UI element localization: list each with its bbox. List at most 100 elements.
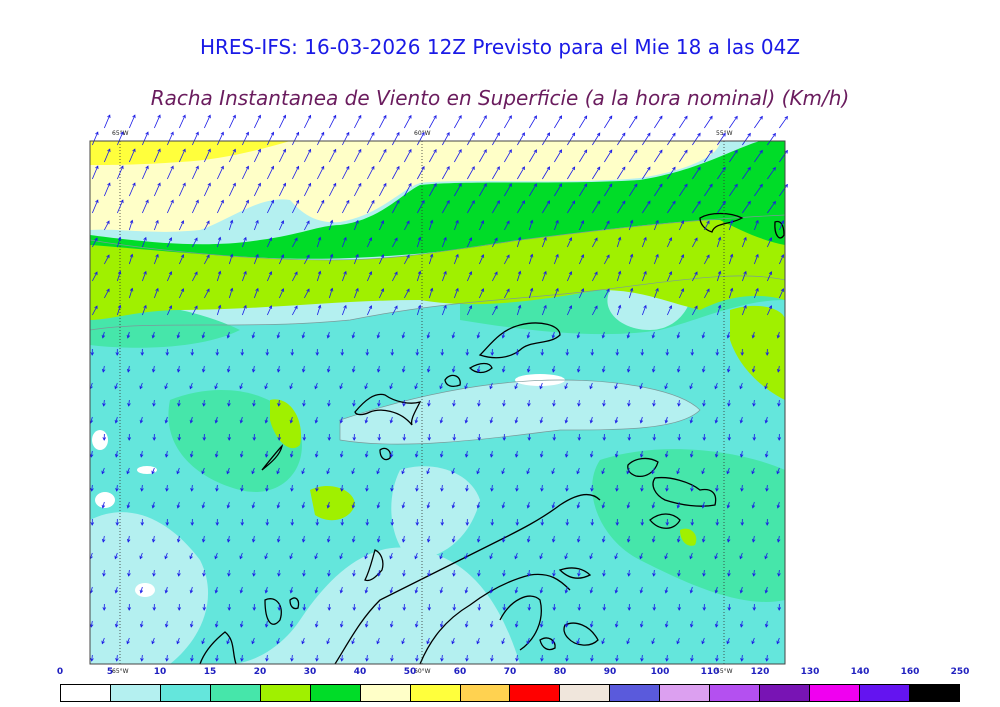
wind-arrow-head bbox=[639, 385, 643, 390]
field-yellow bbox=[90, 141, 290, 165]
wind-arrow-head bbox=[690, 352, 695, 356]
wind-arrow-head bbox=[326, 538, 331, 543]
wind-arrow-head bbox=[114, 419, 119, 424]
wind-arrow bbox=[628, 569, 630, 577]
wind-arrow-head bbox=[220, 131, 224, 136]
wind-arrow-head bbox=[151, 368, 156, 373]
wind-arrow-head bbox=[139, 419, 144, 424]
wind-arrow-head bbox=[426, 538, 431, 543]
wind-arrow bbox=[602, 365, 605, 372]
wind-arrow bbox=[326, 467, 330, 474]
wind-arrow-head bbox=[639, 555, 643, 560]
wind-arrow bbox=[665, 586, 668, 593]
wind-arrow-head bbox=[601, 640, 605, 645]
wind-arrow bbox=[701, 637, 705, 644]
field-calm-3 bbox=[135, 583, 155, 597]
wind-arrow bbox=[454, 149, 462, 163]
wind-arrow bbox=[328, 183, 337, 197]
wind-arrow-head bbox=[402, 573, 406, 577]
wind-arrow bbox=[589, 382, 593, 389]
wind-arrow-head bbox=[643, 236, 647, 241]
wind-arrow-head bbox=[126, 640, 130, 645]
wind-arrow-head bbox=[207, 182, 211, 187]
wind-arrow bbox=[465, 450, 468, 457]
wind-arrow bbox=[716, 484, 718, 492]
wind-arrow bbox=[303, 183, 311, 197]
wind-arrow-head bbox=[320, 199, 325, 204]
wind-arrow-head bbox=[402, 437, 407, 441]
wind-arrow-head bbox=[152, 437, 157, 441]
legend-swatch bbox=[210, 685, 261, 701]
wind-arrow-head bbox=[477, 437, 482, 441]
wind-arrow bbox=[701, 467, 705, 474]
wind-arrow bbox=[265, 586, 268, 593]
wind-arrow bbox=[166, 132, 174, 146]
wind-arrow bbox=[615, 586, 618, 593]
wind-arrow-head bbox=[577, 607, 582, 611]
wind-arrow-head bbox=[101, 334, 106, 339]
wind-arrow bbox=[528, 220, 533, 231]
wind-arrow-head bbox=[215, 522, 220, 526]
wind-arrow bbox=[115, 450, 118, 457]
wind-arrow bbox=[439, 382, 443, 389]
wind-arrow-head bbox=[265, 658, 269, 662]
wind-arrow-head bbox=[529, 219, 534, 224]
wind-arrow-head bbox=[201, 640, 205, 645]
wind-arrow bbox=[565, 586, 568, 593]
wind-arrow bbox=[453, 569, 455, 577]
wind-arrow bbox=[303, 288, 310, 299]
wind-arrow-head bbox=[629, 287, 634, 292]
wind-arrow bbox=[190, 450, 193, 457]
wind-arrow bbox=[665, 620, 668, 627]
wind-arrow-head bbox=[389, 385, 393, 390]
wind-arrow bbox=[717, 133, 726, 146]
wind-arrow bbox=[666, 654, 668, 662]
wind-arrow bbox=[577, 501, 580, 508]
wind-arrow-head bbox=[751, 640, 755, 645]
wind-arrow-head bbox=[480, 254, 485, 258]
wind-arrow-head bbox=[207, 114, 211, 119]
wind-arrow bbox=[115, 416, 118, 423]
wind-arrow bbox=[416, 484, 418, 492]
wind-arrow-head bbox=[326, 334, 331, 339]
wind-arrow bbox=[166, 200, 174, 214]
wind-arrow bbox=[579, 115, 588, 129]
wind-arrow-head bbox=[701, 470, 705, 475]
wind-arrow-head bbox=[440, 522, 445, 526]
wind-arrow-head bbox=[280, 220, 285, 224]
wind-arrow bbox=[727, 331, 730, 338]
wind-arrow bbox=[427, 331, 430, 338]
wind-arrow bbox=[165, 450, 168, 457]
wind-arrow-head bbox=[539, 419, 544, 424]
wind-arrow bbox=[527, 365, 530, 372]
wind-arrow bbox=[754, 184, 763, 197]
wind-arrow-head bbox=[740, 352, 745, 356]
wind-arrow bbox=[515, 586, 518, 593]
wind-arrow bbox=[216, 237, 221, 248]
wind-arrow bbox=[504, 149, 512, 163]
wind-arrow-head bbox=[215, 488, 219, 492]
wind-arrow bbox=[253, 399, 255, 407]
wind-arrow bbox=[115, 586, 118, 593]
wind-arrow-head bbox=[580, 220, 585, 224]
wind-arrow-head bbox=[627, 607, 632, 611]
wind-arrow-head bbox=[755, 287, 759, 292]
wind-arrow bbox=[314, 382, 318, 389]
wind-arrow-head bbox=[514, 419, 519, 424]
wind-arrow-head bbox=[439, 623, 444, 628]
wind-arrow-head bbox=[464, 623, 469, 628]
wind-arrow-head bbox=[490, 352, 495, 356]
wind-arrow bbox=[567, 132, 576, 146]
wind-arrow bbox=[216, 132, 224, 146]
wind-arrow-head bbox=[501, 538, 506, 543]
wind-arrow bbox=[391, 271, 398, 282]
wind-arrow-head bbox=[421, 165, 425, 170]
wind-arrow-head bbox=[157, 182, 161, 187]
wind-arrow-head bbox=[714, 555, 718, 560]
wind-arrow bbox=[627, 365, 630, 372]
wind-arrow bbox=[128, 148, 136, 163]
wind-arrow-head bbox=[614, 589, 619, 594]
wind-arrow-head bbox=[443, 304, 447, 309]
wind-arrow-head bbox=[90, 488, 94, 492]
wind-arrow bbox=[153, 149, 161, 163]
